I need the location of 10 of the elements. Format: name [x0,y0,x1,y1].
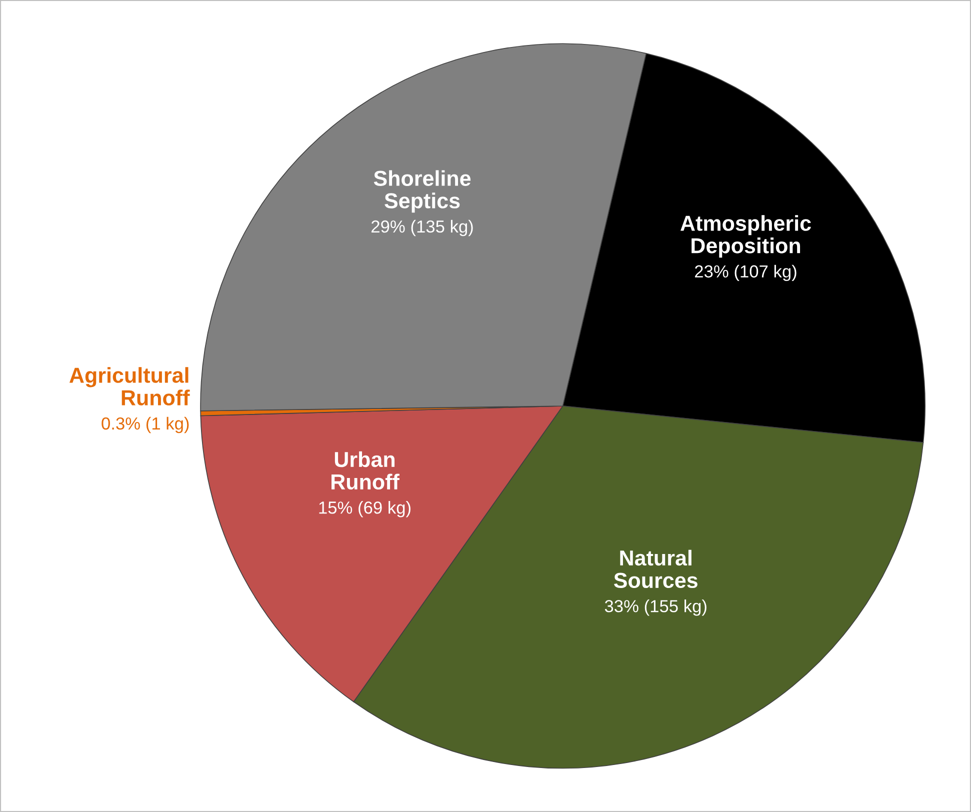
slice-label: Shoreline Septics [374,170,471,213]
data-label: 0.3% (1 kg) [102,416,189,434]
data-label: 29% (135 kg) [372,220,473,236]
data-label: 23% (107 kg) [695,264,796,282]
slice-label: Natural Sources [614,550,698,588]
data-label: 15% (69 kg) [319,501,410,518]
slice-label: Urban Runoff [332,451,400,490]
slice-label: Atmospheric Deposition [680,215,811,258]
slice-label: Agricultural Runoff [69,367,190,406]
data-label: 33% (155 kg) [604,600,706,616]
